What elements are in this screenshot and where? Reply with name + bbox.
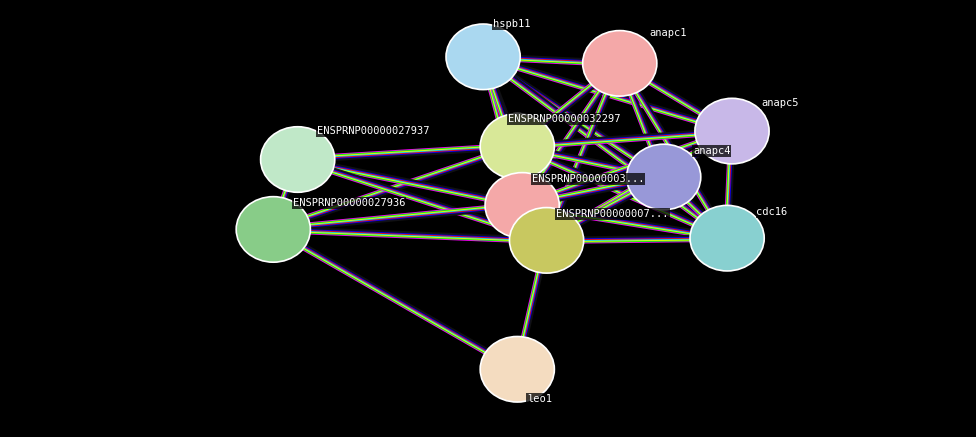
Text: anapc5: anapc5 <box>761 98 798 108</box>
Ellipse shape <box>446 24 520 90</box>
Text: hspb11: hspb11 <box>493 19 530 29</box>
Ellipse shape <box>480 336 554 402</box>
Ellipse shape <box>695 98 769 164</box>
Ellipse shape <box>236 197 310 262</box>
Text: ENSPRNP00000027936: ENSPRNP00000027936 <box>293 198 405 208</box>
Text: ENSPRNP00000027937: ENSPRNP00000027937 <box>317 126 429 136</box>
Ellipse shape <box>583 31 657 96</box>
Text: ENSPRNP00000003...: ENSPRNP00000003... <box>532 174 644 184</box>
Text: ENSPRNP00000032297: ENSPRNP00000032297 <box>508 114 620 124</box>
Ellipse shape <box>485 173 559 238</box>
Ellipse shape <box>509 208 584 273</box>
Text: leo1: leo1 <box>527 394 552 404</box>
Ellipse shape <box>261 127 335 192</box>
Ellipse shape <box>480 114 554 179</box>
Text: anapc1: anapc1 <box>649 28 686 38</box>
Text: anapc4: anapc4 <box>693 146 730 156</box>
Text: ENSPRNP00000007...: ENSPRNP00000007... <box>556 209 669 219</box>
Ellipse shape <box>627 144 701 210</box>
Ellipse shape <box>690 205 764 271</box>
Text: cdc16: cdc16 <box>756 207 788 217</box>
